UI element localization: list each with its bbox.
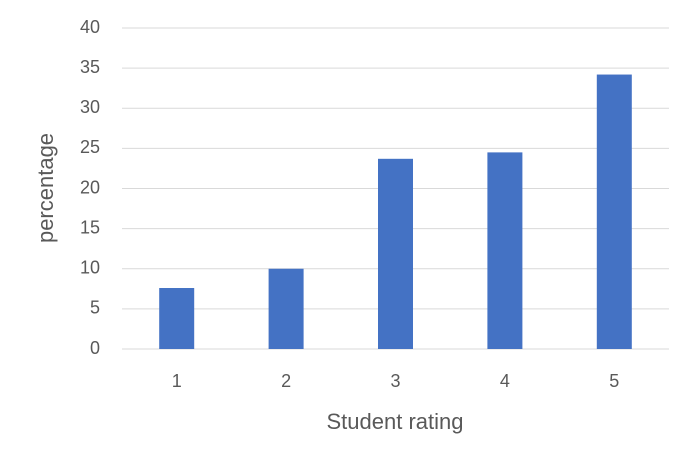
- bar: [378, 158, 413, 349]
- x-tick-label: 5: [609, 371, 619, 391]
- y-tick-label: 15: [80, 217, 100, 237]
- y-tick-label: 30: [80, 97, 100, 117]
- x-tick-label: 2: [281, 371, 291, 391]
- y-tick-label: 10: [80, 258, 100, 278]
- y-tick-label: 5: [90, 298, 100, 318]
- x-tick-label: 3: [390, 371, 400, 391]
- y-tick-label: 40: [80, 17, 100, 37]
- bar: [487, 152, 523, 349]
- x-tick-label: 1: [172, 371, 182, 391]
- bar: [596, 74, 632, 350]
- bar: [268, 268, 304, 349]
- x-axis-title: Student rating: [327, 409, 464, 434]
- y-tick-label: 20: [80, 177, 100, 197]
- y-axis-title: percentage: [33, 133, 58, 243]
- x-tick-label: 4: [500, 371, 510, 391]
- bar: [159, 288, 195, 349]
- y-tick-label: 0: [90, 338, 100, 358]
- y-tick-label: 25: [80, 137, 100, 157]
- y-tick-label: 35: [80, 57, 100, 77]
